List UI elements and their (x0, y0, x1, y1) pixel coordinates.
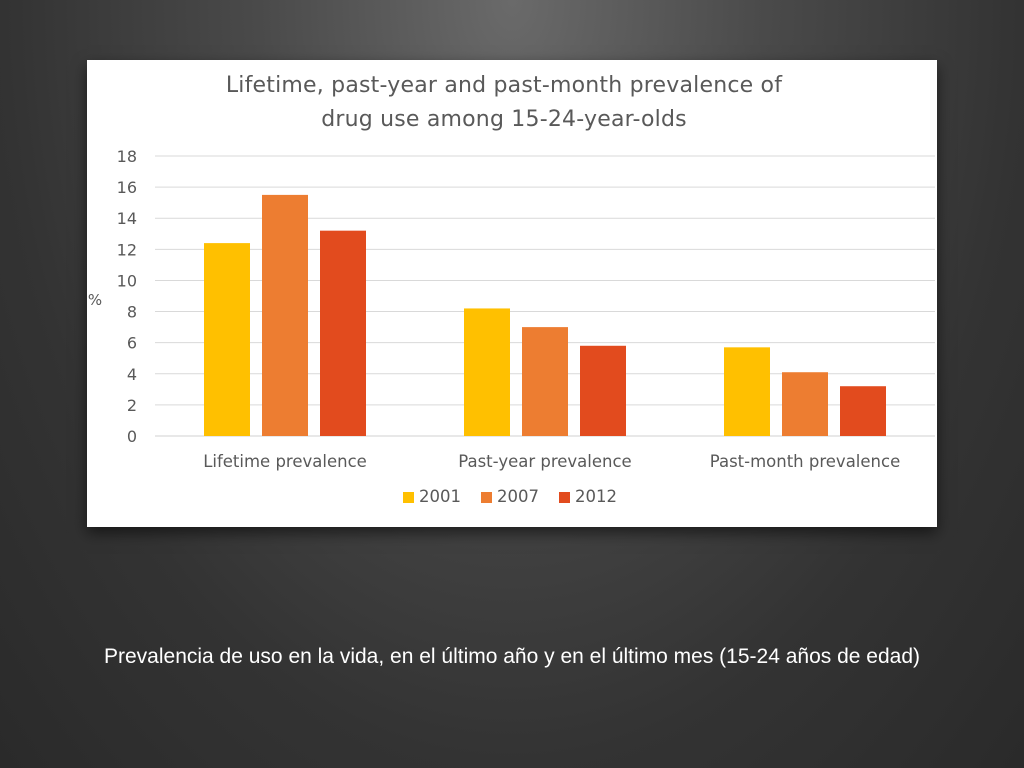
bar-2-2007 (522, 327, 568, 436)
y-tick-label-2: 2 (127, 396, 137, 415)
y-tick-label-14: 14 (117, 209, 137, 228)
legend-swatch-2012 (559, 492, 570, 503)
bar-3-2012 (840, 386, 886, 436)
bar-1-2001 (204, 243, 250, 436)
chart-title-line-1: Lifetime, past-year and past-month preva… (226, 73, 783, 98)
y-tick-label-6: 6 (127, 334, 137, 353)
legend-label-2001: 2001 (419, 487, 461, 506)
bar-3-2001 (724, 347, 770, 436)
legend-swatch-2001 (403, 492, 414, 503)
bar-2-2001 (464, 308, 510, 436)
x-category-label-1: Lifetime prevalence (203, 452, 367, 471)
bar-chart: Lifetime, past-year and past-month preva… (88, 73, 935, 506)
slide-caption: Prevalencia de uso en la vida, en el últ… (104, 645, 920, 668)
bar-1-2012 (320, 230, 366, 436)
legend-label-2012: 2012 (575, 487, 617, 506)
y-axis-title: % (88, 291, 102, 309)
y-tick-label-8: 8 (127, 303, 137, 322)
y-tick-label-18: 18 (117, 147, 137, 166)
y-tick-label-4: 4 (127, 365, 137, 384)
bar-2-2012 (580, 345, 626, 436)
chart-card: Lifetime, past-year and past-month preva… (87, 60, 937, 527)
y-axis-ticks: 0 2 4 6 8 10 12 14 16 18 (117, 147, 137, 446)
x-category-label-3: Past-month prevalence (710, 452, 900, 471)
legend-swatch-2007 (481, 492, 492, 503)
chart-title: Lifetime, past-year and past-month preva… (226, 73, 783, 132)
y-tick-label-16: 16 (117, 178, 137, 197)
x-category-label-2: Past-year prevalence (458, 452, 631, 471)
chart-title-line-2: drug use among 15-24-year-olds (321, 107, 687, 132)
legend-label-2007: 2007 (497, 487, 539, 506)
y-tick-label-0: 0 (127, 427, 137, 446)
bars (204, 194, 886, 436)
y-tick-label-10: 10 (117, 271, 137, 290)
y-tick-label-12: 12 (117, 240, 137, 259)
bar-1-2007 (262, 194, 308, 436)
legend: 2001 2007 2012 (403, 487, 617, 506)
bar-3-2007 (782, 372, 828, 436)
x-axis-categories: Lifetime prevalence Past-year prevalence P… (203, 452, 900, 471)
